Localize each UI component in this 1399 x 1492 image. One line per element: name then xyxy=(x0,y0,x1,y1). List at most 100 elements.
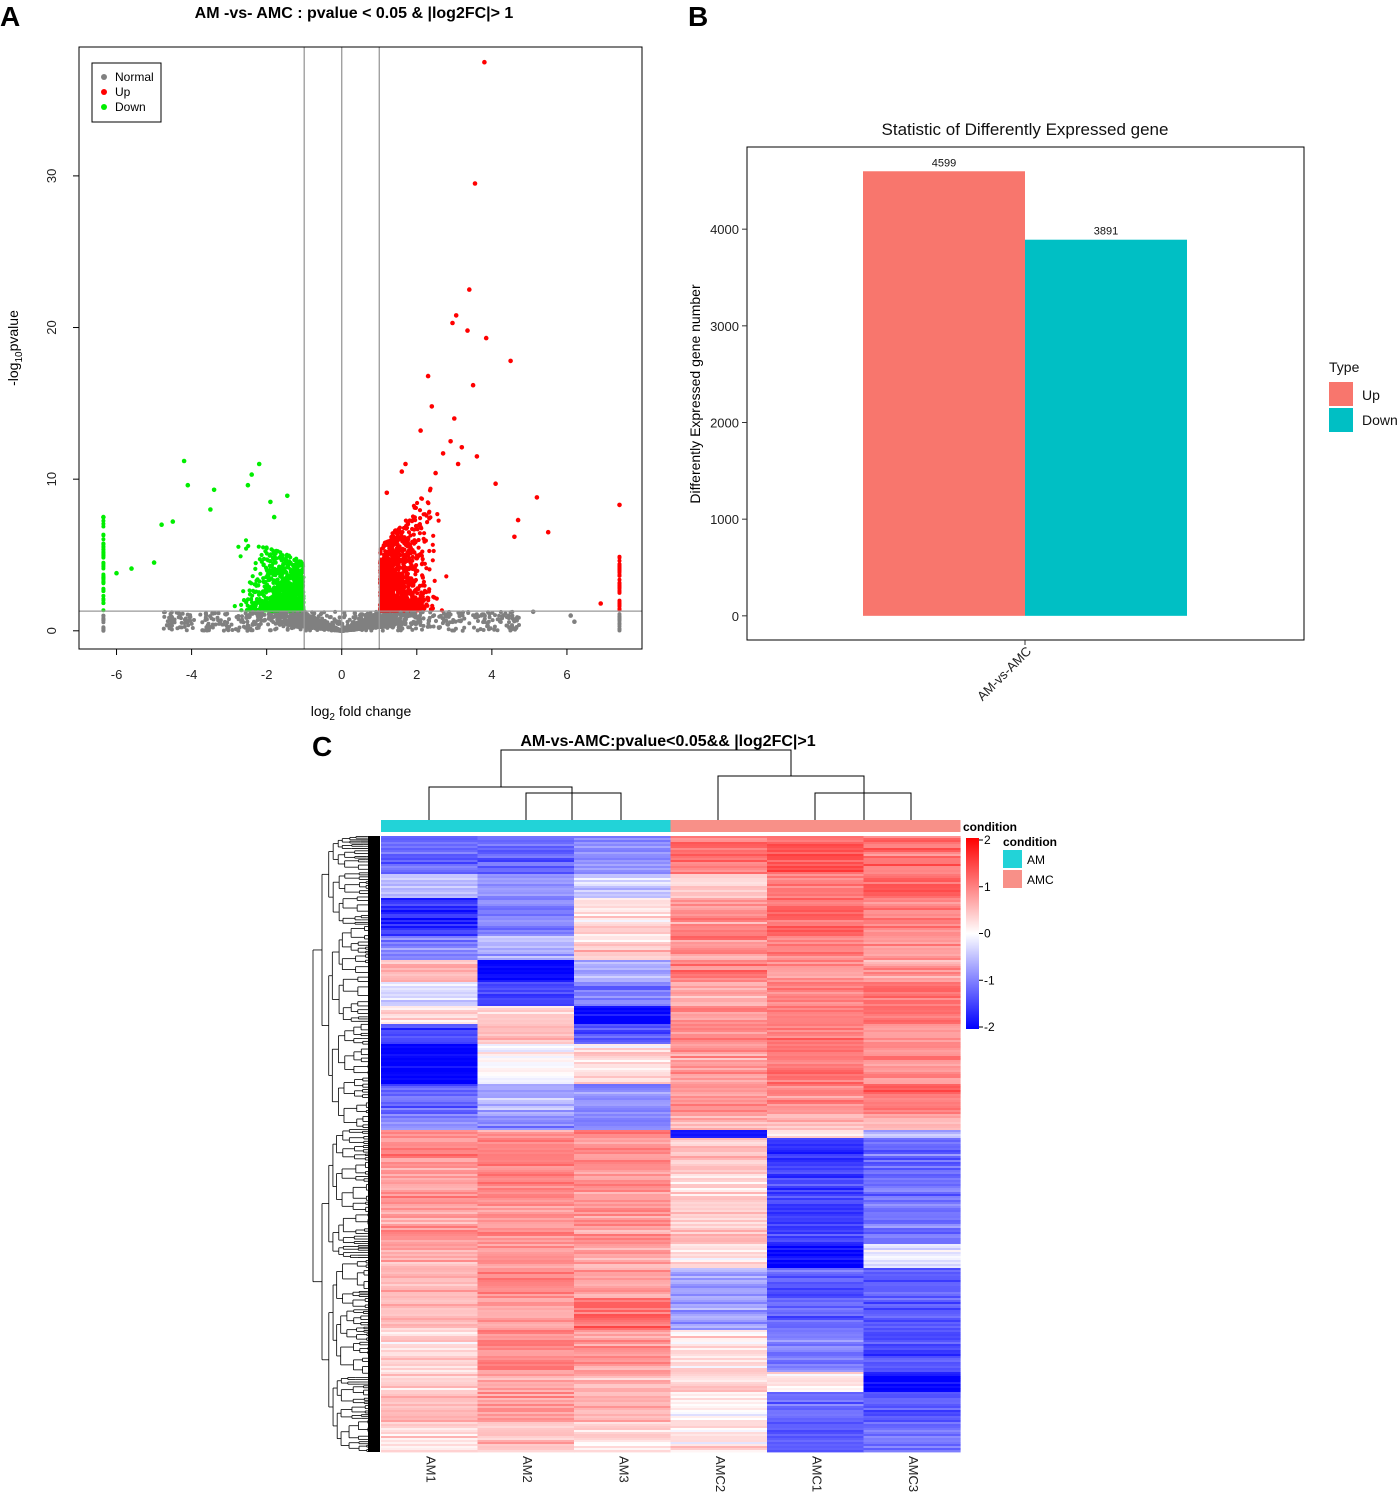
volcano-point-normal xyxy=(266,622,271,627)
volcano-point-normal xyxy=(210,625,215,630)
volcano-point-up xyxy=(428,515,433,520)
volcano-point-down xyxy=(269,547,274,552)
bar-y-tick-label: 3000 xyxy=(710,319,739,334)
volcano-point-up xyxy=(422,531,427,536)
bar-legend-up-swatch xyxy=(1329,382,1353,406)
volcano-point-normal xyxy=(337,615,342,620)
volcano-point-up xyxy=(406,537,411,542)
volcano-point-up xyxy=(422,604,427,609)
volcano-point-normal xyxy=(221,628,226,633)
volcano-point-down xyxy=(251,588,256,594)
volcano-point-up xyxy=(403,595,408,600)
volcano-point-down xyxy=(211,487,217,493)
volcano-point-normal xyxy=(414,620,419,625)
volcano-point-up xyxy=(412,567,418,572)
panel-c-letter: C xyxy=(312,731,332,762)
volcano-point-normal xyxy=(207,624,212,629)
volcano-point-normal xyxy=(161,626,166,631)
volcano-point-normal xyxy=(492,627,497,632)
volcano-point-normal xyxy=(358,612,363,617)
volcano-point-up xyxy=(414,601,419,606)
volcano-y-tick-label: 20 xyxy=(44,320,59,334)
volcano-point-normal xyxy=(384,619,389,624)
volcano-point-up xyxy=(417,531,422,536)
volcano-point-down xyxy=(275,589,280,594)
volcano-point-up xyxy=(429,404,435,409)
volcano-point-up xyxy=(426,598,431,603)
bar-legend-down-label: Down xyxy=(1362,412,1398,428)
volcano-y-tick-label: 10 xyxy=(44,472,59,486)
volcano-x-tick-label: 4 xyxy=(488,667,495,682)
volcano-point-up xyxy=(421,512,426,517)
legend-normal-label: Normal xyxy=(115,70,154,84)
volcano-point-normal xyxy=(426,623,431,628)
volcano-point-normal xyxy=(510,616,515,621)
volcano-point-down xyxy=(298,601,303,606)
volcano-point-down xyxy=(279,552,284,558)
volcano-point-normal xyxy=(457,611,462,616)
volcano-point-normal xyxy=(321,625,326,630)
volcano-point-normal xyxy=(507,620,511,625)
volcano-point-down xyxy=(281,579,286,585)
volcano-point-normal xyxy=(186,623,191,628)
volcano-point-up xyxy=(393,528,398,533)
volcano-point xyxy=(433,618,439,624)
volcano-point-up xyxy=(406,522,411,527)
volcano-point-normal xyxy=(208,614,212,619)
volcano-point-down xyxy=(265,582,270,587)
volcano-point-normal xyxy=(368,619,373,624)
volcano-point-normal xyxy=(431,624,436,629)
volcano-point-down xyxy=(272,554,277,560)
volcano-point-normal xyxy=(245,628,250,633)
volcano-point-up xyxy=(414,556,420,561)
volcano-point-normal xyxy=(371,613,376,617)
volcano-point-down xyxy=(281,570,286,575)
volcano-point-up xyxy=(408,533,413,538)
volcano-x-label: log2 fold change xyxy=(311,703,412,723)
volcano-point-normal xyxy=(316,614,321,619)
volcano-point-normal xyxy=(227,617,231,622)
volcano-point-down xyxy=(249,472,254,477)
volcano-point-normal xyxy=(360,624,365,629)
volcano-point-up xyxy=(417,599,422,604)
volcano-point-down xyxy=(129,566,134,571)
volcano-point-normal xyxy=(311,621,316,626)
volcano-point-normal xyxy=(481,628,486,632)
volcano-point-up xyxy=(420,549,425,554)
volcano-point-down xyxy=(264,545,269,550)
volcano-point-up xyxy=(403,555,408,561)
volcano-point-up xyxy=(379,567,384,572)
volcano-point-up xyxy=(387,586,392,591)
volcano-point-down xyxy=(292,557,297,563)
volcano-point-up xyxy=(598,601,603,606)
volcano-point-normal xyxy=(188,615,193,619)
volcano-point-normal xyxy=(514,616,518,621)
volcano-point-down xyxy=(278,583,283,589)
volcano-point-up xyxy=(397,578,402,583)
volcano-point-normal xyxy=(371,617,376,622)
volcano-point-normal xyxy=(353,616,357,621)
volcano-point-normal xyxy=(416,617,421,622)
volcano-strip-right xyxy=(617,558,622,563)
volcano-point-down xyxy=(258,571,263,576)
volcano-point-normal xyxy=(226,628,231,633)
volcano-point-up xyxy=(515,517,521,523)
volcano-point-normal xyxy=(510,623,514,628)
volcano-point-down xyxy=(268,499,273,505)
volcano-point-normal xyxy=(315,628,320,632)
volcano-strip-right xyxy=(617,584,622,588)
volcano-point-normal xyxy=(403,617,408,622)
volcano-point-normal xyxy=(273,627,278,632)
volcano-y-axis: 0 10 20 30 xyxy=(44,169,79,634)
volcano-point-down xyxy=(241,589,246,594)
volcano-strip-right xyxy=(617,622,622,627)
volcano-point-down xyxy=(285,563,290,568)
volcano-point-up xyxy=(394,603,399,609)
volcano-point-up xyxy=(425,500,430,505)
volcano-point-down xyxy=(292,575,297,580)
volcano-point-down xyxy=(277,564,282,569)
volcano-point-normal xyxy=(403,621,408,625)
volcano-strip-right xyxy=(617,617,622,622)
volcano-point-down xyxy=(284,603,289,608)
volcano-point-up xyxy=(470,382,476,388)
